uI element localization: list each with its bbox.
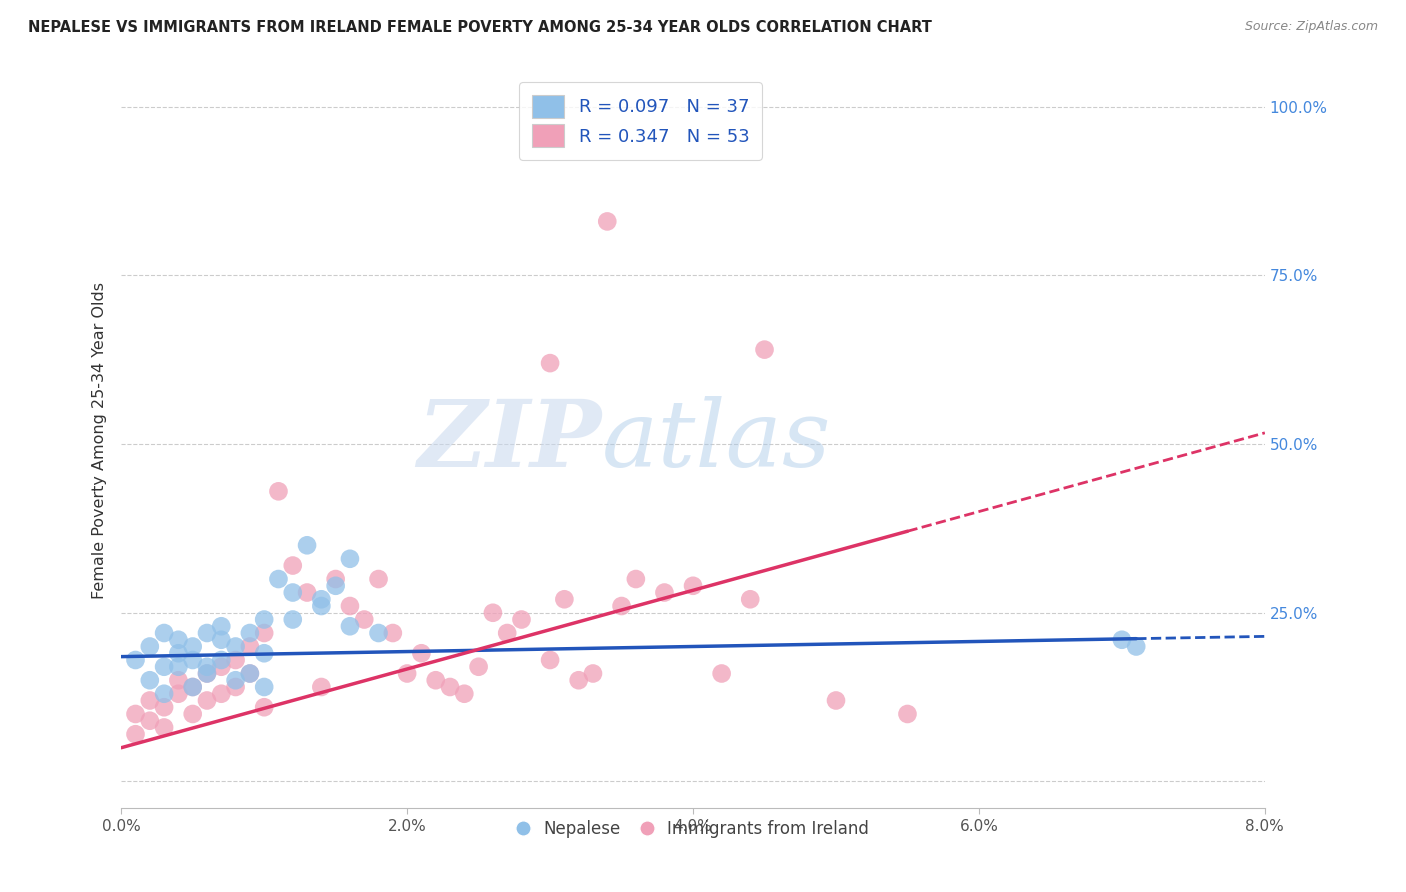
Point: [209, 687, 232, 701]
Point: [195, 693, 218, 707]
Point: [281, 613, 304, 627]
Point: [311, 680, 333, 694]
Point: [568, 673, 591, 688]
Point: [153, 659, 176, 673]
Point: [311, 599, 333, 613]
Point: [610, 599, 633, 613]
Point: [209, 619, 232, 633]
Point: [353, 613, 375, 627]
Point: [367, 626, 389, 640]
Point: [267, 484, 290, 499]
Point: [139, 640, 162, 654]
Point: [311, 592, 333, 607]
Point: [396, 666, 419, 681]
Point: [209, 632, 232, 647]
Point: [538, 356, 561, 370]
Point: [381, 626, 404, 640]
Point: [139, 673, 162, 688]
Point: [209, 659, 232, 673]
Point: [239, 640, 262, 654]
Point: [181, 706, 204, 721]
Point: [896, 706, 918, 721]
Point: [253, 700, 276, 714]
Point: [325, 579, 347, 593]
Point: [181, 680, 204, 694]
Point: [239, 666, 262, 681]
Point: [153, 700, 176, 714]
Point: [467, 659, 489, 673]
Point: [281, 585, 304, 599]
Point: [167, 673, 190, 688]
Point: [682, 579, 704, 593]
Point: [596, 214, 619, 228]
Point: [225, 640, 247, 654]
Text: Source: ZipAtlas.com: Source: ZipAtlas.com: [1244, 20, 1378, 33]
Point: [167, 659, 190, 673]
Text: ZIP: ZIP: [418, 396, 602, 486]
Point: [195, 666, 218, 681]
Point: [139, 714, 162, 728]
Point: [153, 721, 176, 735]
Point: [1111, 632, 1133, 647]
Point: [339, 619, 361, 633]
Point: [295, 585, 318, 599]
Point: [339, 551, 361, 566]
Point: [195, 659, 218, 673]
Point: [624, 572, 647, 586]
Point: [439, 680, 461, 694]
Point: [281, 558, 304, 573]
Point: [754, 343, 776, 357]
Y-axis label: Female Poverty Among 25-34 Year Olds: Female Poverty Among 25-34 Year Olds: [93, 282, 107, 599]
Legend: Nepalese, Immigrants from Ireland: Nepalese, Immigrants from Ireland: [510, 813, 876, 844]
Point: [453, 687, 475, 701]
Point: [253, 680, 276, 694]
Point: [225, 673, 247, 688]
Point: [267, 572, 290, 586]
Point: [153, 626, 176, 640]
Point: [496, 626, 519, 640]
Point: [253, 646, 276, 660]
Point: [367, 572, 389, 586]
Point: [139, 693, 162, 707]
Point: [710, 666, 733, 681]
Point: [253, 626, 276, 640]
Point: [124, 653, 146, 667]
Point: [153, 687, 176, 701]
Point: [181, 653, 204, 667]
Point: [167, 646, 190, 660]
Point: [167, 632, 190, 647]
Point: [124, 727, 146, 741]
Point: [295, 538, 318, 552]
Point: [239, 666, 262, 681]
Point: [582, 666, 605, 681]
Point: [411, 646, 433, 660]
Point: [124, 706, 146, 721]
Point: [654, 585, 676, 599]
Point: [482, 606, 505, 620]
Point: [1125, 640, 1147, 654]
Point: [553, 592, 575, 607]
Point: [195, 666, 218, 681]
Point: [740, 592, 762, 607]
Point: [510, 613, 533, 627]
Text: NEPALESE VS IMMIGRANTS FROM IRELAND FEMALE POVERTY AMONG 25-34 YEAR OLDS CORRELA: NEPALESE VS IMMIGRANTS FROM IRELAND FEMA…: [28, 20, 932, 35]
Point: [181, 640, 204, 654]
Text: atlas: atlas: [602, 396, 831, 486]
Point: [167, 687, 190, 701]
Point: [538, 653, 561, 667]
Point: [225, 653, 247, 667]
Point: [253, 613, 276, 627]
Point: [825, 693, 848, 707]
Point: [225, 680, 247, 694]
Point: [181, 680, 204, 694]
Point: [209, 653, 232, 667]
Point: [425, 673, 447, 688]
Point: [339, 599, 361, 613]
Point: [195, 626, 218, 640]
Point: [325, 572, 347, 586]
Point: [239, 626, 262, 640]
